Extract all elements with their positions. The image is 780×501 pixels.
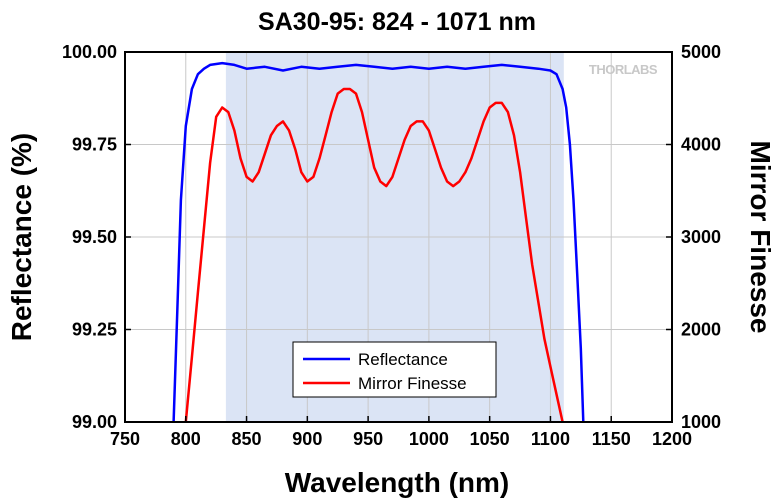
y-tick-label: 99.25 xyxy=(72,320,117,340)
x-tick-label: 850 xyxy=(232,429,262,449)
y2-tick-label: 3000 xyxy=(681,227,721,247)
thorlabs-logo: THORLABS xyxy=(589,62,658,77)
chart-title: SA30-95: 824 - 1071 nm xyxy=(258,8,536,36)
legend-label-reflectance: Reflectance xyxy=(358,350,448,369)
y-axis-label: Reflectance (%) xyxy=(6,133,37,342)
series-line-finesse xyxy=(184,87,564,422)
y2-tick-label: 4000 xyxy=(681,135,721,155)
y2-axis-label: Mirror Finesse xyxy=(745,141,776,334)
x-tick-label: 800 xyxy=(171,429,201,449)
x-tick-label: 1050 xyxy=(470,429,510,449)
x-tick-label: 1200 xyxy=(652,429,692,449)
legend-label-finesse: Mirror Finesse xyxy=(358,374,467,393)
series-line-reflectance xyxy=(172,61,585,422)
legend-box xyxy=(292,341,497,398)
y-tick-label: 99.50 xyxy=(72,227,117,247)
x-tick-label: 950 xyxy=(353,429,383,449)
y2-tick-label: 1000 xyxy=(681,412,721,432)
ticks: 750 800 850 900 950 1000 1050 1100 1150 1200 99.00… xyxy=(62,42,721,449)
y-tick-label: 100.00 xyxy=(62,42,117,62)
x-tick-label: 1100 xyxy=(531,429,570,449)
y-tick-label: 99.75 xyxy=(72,135,117,155)
legend: Reflectance Mirror Finesse xyxy=(292,341,497,398)
x-tick-label: 1000 xyxy=(409,429,449,449)
y2-tick-label: 5000 xyxy=(681,42,721,62)
y-tick-label: 99.00 xyxy=(72,412,117,432)
x-tick-label: 750 xyxy=(110,429,140,449)
series-group xyxy=(172,61,585,422)
x-tick-label: 900 xyxy=(292,429,322,449)
x-axis-label: Wavelength (nm) xyxy=(285,467,510,498)
x-tick-label: 1150 xyxy=(592,429,631,449)
y2-tick-label: 2000 xyxy=(681,320,721,340)
